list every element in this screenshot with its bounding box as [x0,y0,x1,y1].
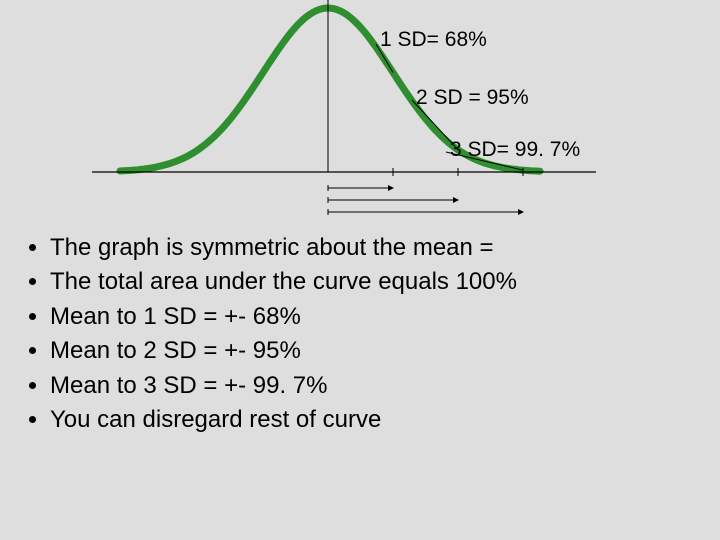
bullet-list: The graph is symmetric about the mean = … [22,232,700,438]
stage: 1 SD= 68% 2 SD = 95% 3 SD= 99. 7% The gr… [0,0,720,540]
bell-curve-diagram [0,0,720,232]
sd2-label: 2 SD = 95% [416,86,529,110]
list-item: The total area under the curve equals 10… [50,266,700,298]
list-item: You can disregard rest of curve [50,404,700,436]
list-item: The graph is symmetric about the mean = [50,232,700,264]
sd3-label: 3 SD= 99. 7% [450,138,580,162]
list-item: Mean to 1 SD = +- 68% [50,301,700,333]
list-item: Mean to 2 SD = +- 95% [50,335,700,367]
list-item: Mean to 3 SD = +- 99. 7% [50,370,700,402]
sd1-label: 1 SD= 68% [380,28,487,52]
